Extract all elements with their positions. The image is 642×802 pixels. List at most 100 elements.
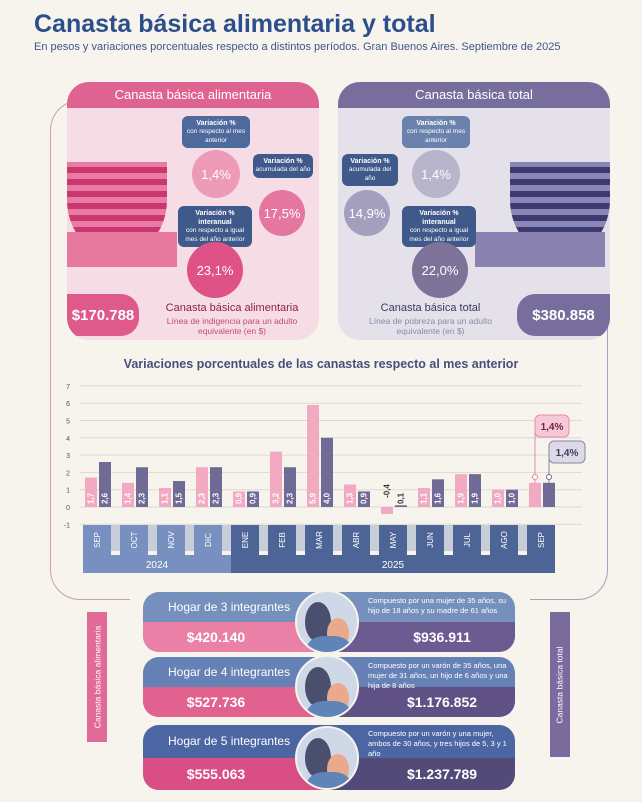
household-cbt: $1.176.852 — [329, 687, 515, 717]
bar-cbt — [173, 481, 185, 507]
bar-cba — [492, 489, 504, 507]
cbt-var-ia: 22,0% — [412, 242, 468, 298]
bar-cbt — [321, 437, 333, 507]
y-tick-label: 0 — [66, 505, 70, 512]
month-box — [342, 525, 370, 555]
data-label: 5,9 — [309, 492, 318, 504]
household-label: Hogar de 3 integrantes — [168, 600, 291, 614]
month-box — [268, 525, 296, 555]
cba-var-mes: 1,4% — [192, 150, 240, 198]
page-title: Canasta básica alimentaria y total — [34, 10, 436, 38]
bar-cbt — [506, 489, 518, 507]
side-label-cbt: Canasta básica total — [550, 612, 570, 757]
month-box — [231, 525, 259, 555]
basket-base — [475, 232, 605, 267]
cba-var-acum-label: Variación % acumulada del año — [253, 154, 313, 178]
data-label: 0,9 — [249, 492, 258, 504]
month-gap — [296, 525, 305, 551]
month-box — [490, 525, 518, 555]
data-label: 2,3 — [198, 492, 207, 504]
callout-dot — [532, 474, 538, 481]
bar-cba — [85, 477, 97, 507]
cba-var-acum: 17,5% — [259, 190, 305, 236]
bar-cbt — [247, 491, 259, 507]
household-label: Hogar de 5 integrantes — [168, 734, 291, 749]
cbt-price: $380.858 — [517, 294, 610, 336]
cba-var-ia: 23,1% — [187, 242, 243, 298]
cbt-var-acum: 14,9% — [344, 190, 390, 236]
month-box — [194, 525, 222, 555]
data-label: 1,4 — [124, 492, 133, 504]
data-label: 0,9 — [235, 492, 244, 504]
month-label: FEB — [278, 532, 287, 548]
month-gap — [407, 525, 416, 551]
bar-cbt — [432, 479, 444, 507]
y-tick-label: 5 — [66, 419, 70, 426]
year-band — [231, 555, 555, 573]
bar-cbt — [543, 482, 555, 507]
month-gap — [481, 525, 490, 551]
household-row: Hogar de 5 integrantes $555.063 $1.237.78… — [143, 725, 515, 790]
cbt-var-mes-label: Variación % con respecto al mes anterior — [402, 116, 470, 148]
y-tick-label: 2 — [66, 470, 70, 477]
month-gap — [259, 525, 268, 551]
bar-cba — [529, 482, 541, 507]
cbt-var-acum-label: Variación % acumulada del año — [342, 154, 398, 186]
data-label: 2,3 — [212, 492, 221, 504]
callout-box-cbt — [548, 440, 586, 464]
data-label: 1,9 — [471, 492, 480, 504]
month-box — [305, 525, 333, 555]
cba-var-ia-label: Variación % interanual con respecto a igu… — [178, 206, 252, 248]
callout-dot — [546, 474, 552, 481]
household-cbt: $1.237.789 — [329, 757, 515, 790]
data-label: 1,0 — [508, 492, 517, 504]
data-label: 2,3 — [138, 492, 147, 504]
month-label: DIC — [204, 533, 213, 547]
household-desc: Compuesto por un varón y una mujer, ambo… — [368, 729, 507, 758]
household-desc: Compuesto por un varón de 35 años, una m… — [368, 661, 508, 690]
family-illustration — [295, 592, 359, 652]
month-box — [527, 525, 555, 555]
bar-cba — [307, 404, 319, 507]
month-box — [453, 525, 481, 555]
month-label: MAR — [315, 531, 324, 549]
month-label: ABR — [352, 532, 361, 549]
household-row: Hogar de 3 integrantes $420.140 $936.911 … — [143, 592, 515, 652]
data-label: 2,3 — [286, 492, 295, 504]
data-label: 1,1 — [161, 492, 170, 504]
callout-cba: 1,4% — [541, 422, 564, 433]
month-gap — [185, 525, 194, 551]
family-illustration — [295, 725, 359, 790]
cba-panel: Canasta básica alimentaria Variación % co… — [67, 82, 319, 340]
side-label-cba: Canasta básica alimentaria — [87, 612, 107, 742]
data-label: 2,6 — [101, 492, 110, 504]
cba-header: Canasta básica alimentaria — [67, 82, 319, 108]
data-label: 1,3 — [346, 492, 355, 504]
month-label: JUL — [463, 532, 472, 547]
cbt-var-mes: 1,4% — [412, 150, 460, 198]
month-box — [83, 525, 111, 555]
bar-cba — [418, 487, 430, 507]
cba-var-mes-label: Variación % con respecto al mes anterior — [182, 116, 250, 148]
month-gap — [148, 525, 157, 551]
data-label: 1,9 — [457, 492, 466, 504]
month-label: NOV — [167, 531, 176, 549]
data-label: 0,9 — [360, 492, 369, 504]
cbt-header: Canasta básica total — [338, 82, 610, 108]
year-label: 2024 — [146, 560, 169, 571]
page-subtitle: En pesos y variaciones porcentuales resp… — [34, 41, 561, 53]
month-label: MAY — [389, 531, 398, 548]
bar-cba — [233, 491, 245, 507]
cbt-var-ia-label: Variación % interanual con respecto a igu… — [402, 206, 476, 248]
bar-cba — [270, 451, 282, 507]
data-label: 1,6 — [434, 492, 443, 504]
cbt-caption: Canasta básica total Línea de pobreza par… — [369, 302, 492, 337]
data-label: 1,5 — [175, 492, 184, 504]
data-label: 1,0 — [494, 492, 503, 504]
data-label: -0,4 — [383, 484, 392, 498]
bar-cbt — [99, 462, 111, 507]
y-tick-label: 3 — [66, 453, 70, 460]
basket-base — [67, 232, 177, 267]
callout-cbt: 1,4% — [556, 448, 579, 459]
month-gap — [111, 525, 120, 551]
